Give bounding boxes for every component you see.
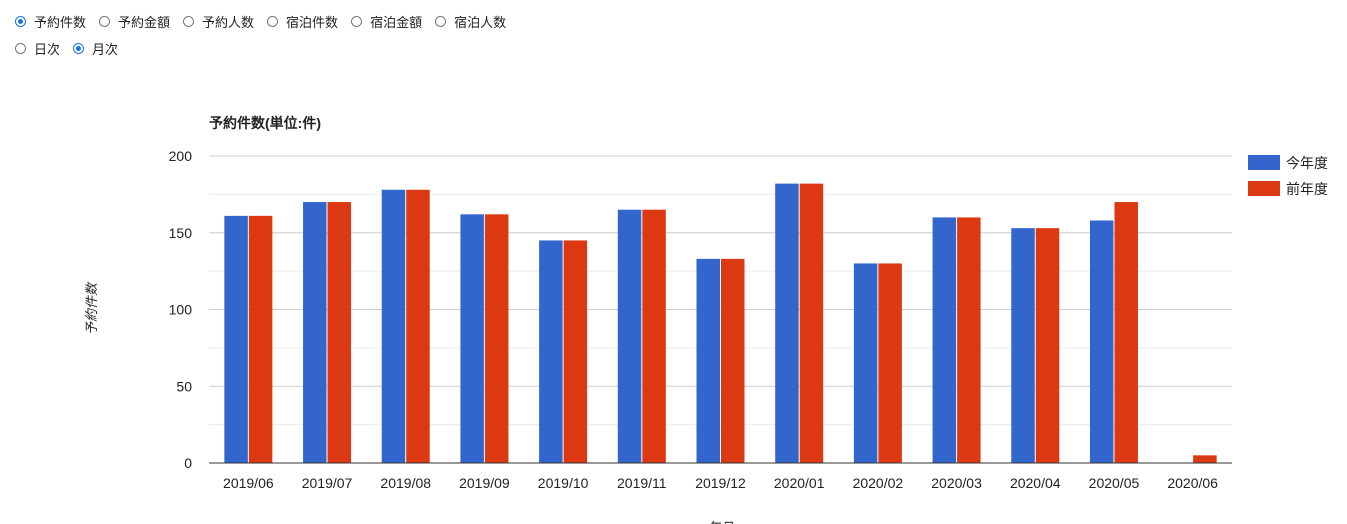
radio-label: 日次: [34, 43, 61, 58]
bar-previous-2019/11[interactable]: [642, 209, 666, 463]
bar-previous-2020/02[interactable]: [878, 263, 902, 463]
metric-radio-3[interactable]: 宿泊件数: [267, 12, 338, 31]
metric-radio-2[interactable]: 予約人数: [183, 12, 254, 31]
radio-button[interactable]: [435, 16, 447, 27]
period-radio-0[interactable]: 日次: [15, 39, 60, 58]
legend-label: 今年度: [1286, 155, 1328, 171]
x-axis-label: 年月: [707, 520, 734, 524]
x-tick-label: 2019/09: [459, 475, 510, 491]
y-tick-label: 150: [169, 225, 193, 241]
bar-previous-2019/12[interactable]: [721, 258, 745, 463]
bar-previous-2020/05[interactable]: [1114, 202, 1138, 464]
x-tick-label: 2020/02: [853, 475, 904, 491]
legend-label: 前年度: [1286, 181, 1328, 197]
y-axis-label: 予約件数: [84, 281, 99, 335]
bar-current-2019/11[interactable]: [617, 209, 642, 463]
x-tick-label: 2019/06: [223, 475, 274, 491]
radio-label: 予約金額: [118, 16, 171, 31]
radio-button[interactable]: [15, 16, 26, 27]
x-tick-label: 2019/12: [695, 475, 746, 491]
metric-radio-group: 予約件数 予約金額 予約人数 宿泊件数 宿泊金額 宿泊人数: [15, 12, 519, 31]
bar-previous-2019/08[interactable]: [406, 189, 430, 463]
bar-previous-2020/06[interactable]: [1193, 455, 1217, 463]
bar-previous-2019/09[interactable]: [484, 214, 509, 463]
x-tick-label: 2020/03: [931, 475, 982, 491]
bar-current-2019/08[interactable]: [381, 189, 406, 463]
bar-previous-2020/04[interactable]: [1035, 228, 1060, 463]
x-tick-label: 2020/05: [1089, 475, 1140, 491]
x-tick-label: 2020/06: [1167, 475, 1218, 491]
x-tick-label: 2019/07: [302, 475, 353, 491]
y-tick-label: 200: [169, 148, 193, 164]
bar-current-2020/04[interactable]: [1011, 228, 1035, 463]
bar-current-2020/02[interactable]: [853, 263, 878, 463]
y-tick-label: 0: [184, 455, 192, 471]
bar-current-2019/10[interactable]: [539, 240, 563, 463]
legend-swatch: [1248, 155, 1280, 170]
y-tick-label: 100: [169, 302, 193, 318]
gridlines: [209, 155, 1232, 426]
bar-current-2019/06[interactable]: [224, 215, 248, 463]
radio-label: 宿泊人数: [454, 16, 507, 31]
radio-label: 宿泊金額: [370, 16, 423, 31]
x-tick-label: 2019/10: [538, 475, 589, 491]
metric-radio-0[interactable]: 予約件数: [15, 12, 86, 31]
radio-button[interactable]: [99, 16, 111, 27]
radio-label: 月次: [92, 43, 119, 58]
bar-previous-2020/03[interactable]: [957, 217, 981, 463]
x-tick-label: 2019/08: [380, 475, 431, 491]
radio-button[interactable]: [15, 43, 26, 54]
radio-label: 予約人数: [202, 16, 255, 31]
period-radio-1[interactable]: 月次: [73, 39, 118, 58]
metric-radio-4[interactable]: 宿泊金額: [351, 12, 422, 31]
bar-current-2019/09[interactable]: [460, 214, 484, 463]
bar-previous-2019/10[interactable]: [563, 240, 588, 463]
radio-button[interactable]: [183, 16, 195, 27]
bar-current-2020/01[interactable]: [775, 183, 799, 463]
bars: [224, 183, 1217, 464]
metric-radio-1[interactable]: 予約金額: [99, 12, 170, 31]
chart-title: 予約件数(単位:件): [209, 115, 321, 131]
x-tick-label: 2020/01: [774, 475, 825, 491]
y-tick-label: 50: [176, 378, 192, 394]
axes: 0 50 100 150 200 2019/06 2019/07 2019/08 2019/09…: [169, 148, 1232, 491]
bar-previous-2019/06[interactable]: [248, 215, 273, 463]
radio-button[interactable]: [73, 43, 85, 54]
period-radio-group: 日次 月次: [15, 39, 131, 58]
bar-current-2020/05[interactable]: [1089, 220, 1114, 463]
x-tick-label: 2019/11: [617, 475, 667, 491]
bar-previous-2019/07[interactable]: [327, 202, 352, 464]
bar-current-2020/03[interactable]: [932, 217, 957, 463]
metric-radio-5[interactable]: 宿泊人数: [435, 12, 506, 31]
bar-current-2019/12[interactable]: [696, 258, 721, 463]
legend-swatch: [1248, 181, 1280, 196]
radio-button[interactable]: [351, 16, 363, 27]
bar-current-2019/07[interactable]: [303, 202, 327, 464]
radio-button[interactable]: [267, 16, 279, 27]
radio-label: 宿泊件数: [286, 16, 339, 31]
bar-previous-2020/01[interactable]: [799, 183, 824, 463]
x-tick-label: 2020/04: [1010, 475, 1061, 491]
radio-label: 予約件数: [34, 16, 87, 31]
